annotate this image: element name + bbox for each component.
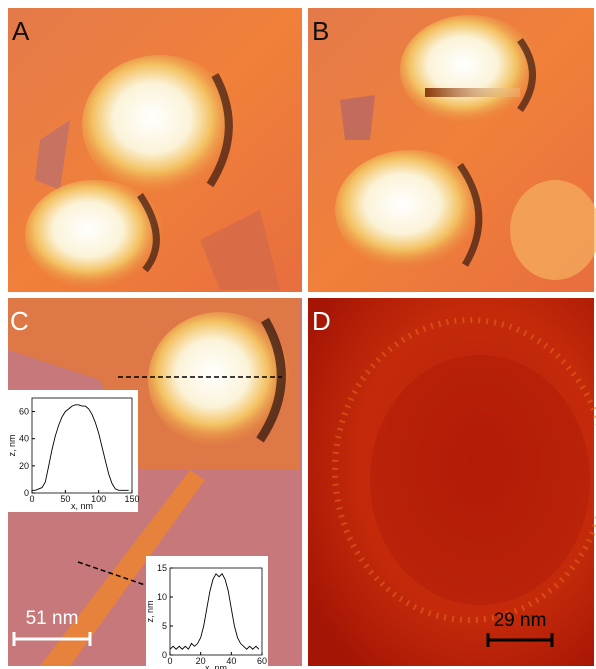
scale-bar-label: 51 nm	[26, 608, 79, 629]
x-tick-label: 50	[60, 494, 70, 504]
x-tick-label: 150	[124, 494, 139, 504]
x-tick-label: 60	[257, 656, 267, 666]
panel-b: B	[308, 8, 596, 292]
x-tick-label: 0	[167, 656, 172, 666]
panel-label: B	[312, 16, 329, 46]
x-axis-label: x, nm	[205, 663, 227, 669]
y-axis-label: z, nm	[7, 434, 17, 456]
x-axis-label: x, nm	[71, 501, 93, 511]
x-tick-label: 100	[91, 494, 106, 504]
y-tick-label: 0	[24, 488, 29, 498]
scale-bar-label: 29 nm	[494, 610, 547, 631]
y-axis-label: z, nm	[145, 600, 155, 622]
y-tick-label: 40	[19, 434, 29, 444]
panel-label: C	[10, 306, 29, 336]
panel-label: D	[312, 306, 331, 336]
y-tick-label: 0	[162, 650, 167, 660]
figure: A B 51 nm C 29 nm D 0 5	[0, 0, 596, 669]
panel-a: A	[8, 8, 302, 292]
y-tick-label: 5	[162, 621, 167, 631]
y-tick-label: 20	[19, 461, 29, 471]
y-tick-label: 15	[157, 563, 167, 573]
y-tick-label: 10	[157, 592, 167, 602]
panel-d: 29 nm D	[308, 298, 596, 666]
x-tick-label: 0	[29, 494, 34, 504]
panel-label: A	[12, 16, 30, 46]
x-tick-label: 40	[226, 656, 236, 666]
y-tick-label: 60	[19, 407, 29, 417]
